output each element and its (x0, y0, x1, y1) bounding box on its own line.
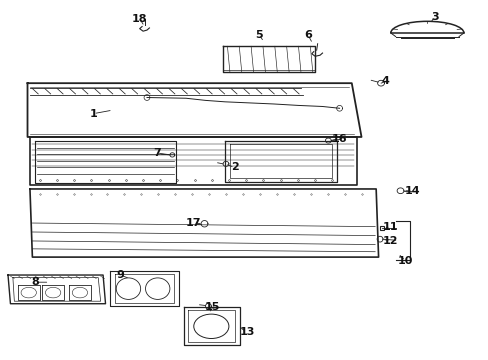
Text: 5: 5 (255, 30, 263, 40)
Text: 3: 3 (430, 12, 438, 22)
Text: 18: 18 (132, 14, 147, 24)
Text: 12: 12 (382, 236, 398, 246)
Text: 6: 6 (304, 30, 311, 40)
Text: 16: 16 (331, 134, 346, 144)
Text: 7: 7 (153, 148, 160, 158)
Text: 9: 9 (116, 270, 124, 280)
Text: 13: 13 (239, 327, 254, 337)
Text: 14: 14 (404, 186, 420, 196)
Text: 10: 10 (397, 256, 412, 266)
Text: 8: 8 (31, 277, 39, 287)
Text: 15: 15 (204, 302, 220, 312)
Text: 17: 17 (185, 218, 201, 228)
Text: 4: 4 (381, 76, 389, 86)
Text: 1: 1 (89, 109, 97, 119)
Text: 11: 11 (382, 222, 398, 231)
Text: 2: 2 (230, 162, 238, 172)
